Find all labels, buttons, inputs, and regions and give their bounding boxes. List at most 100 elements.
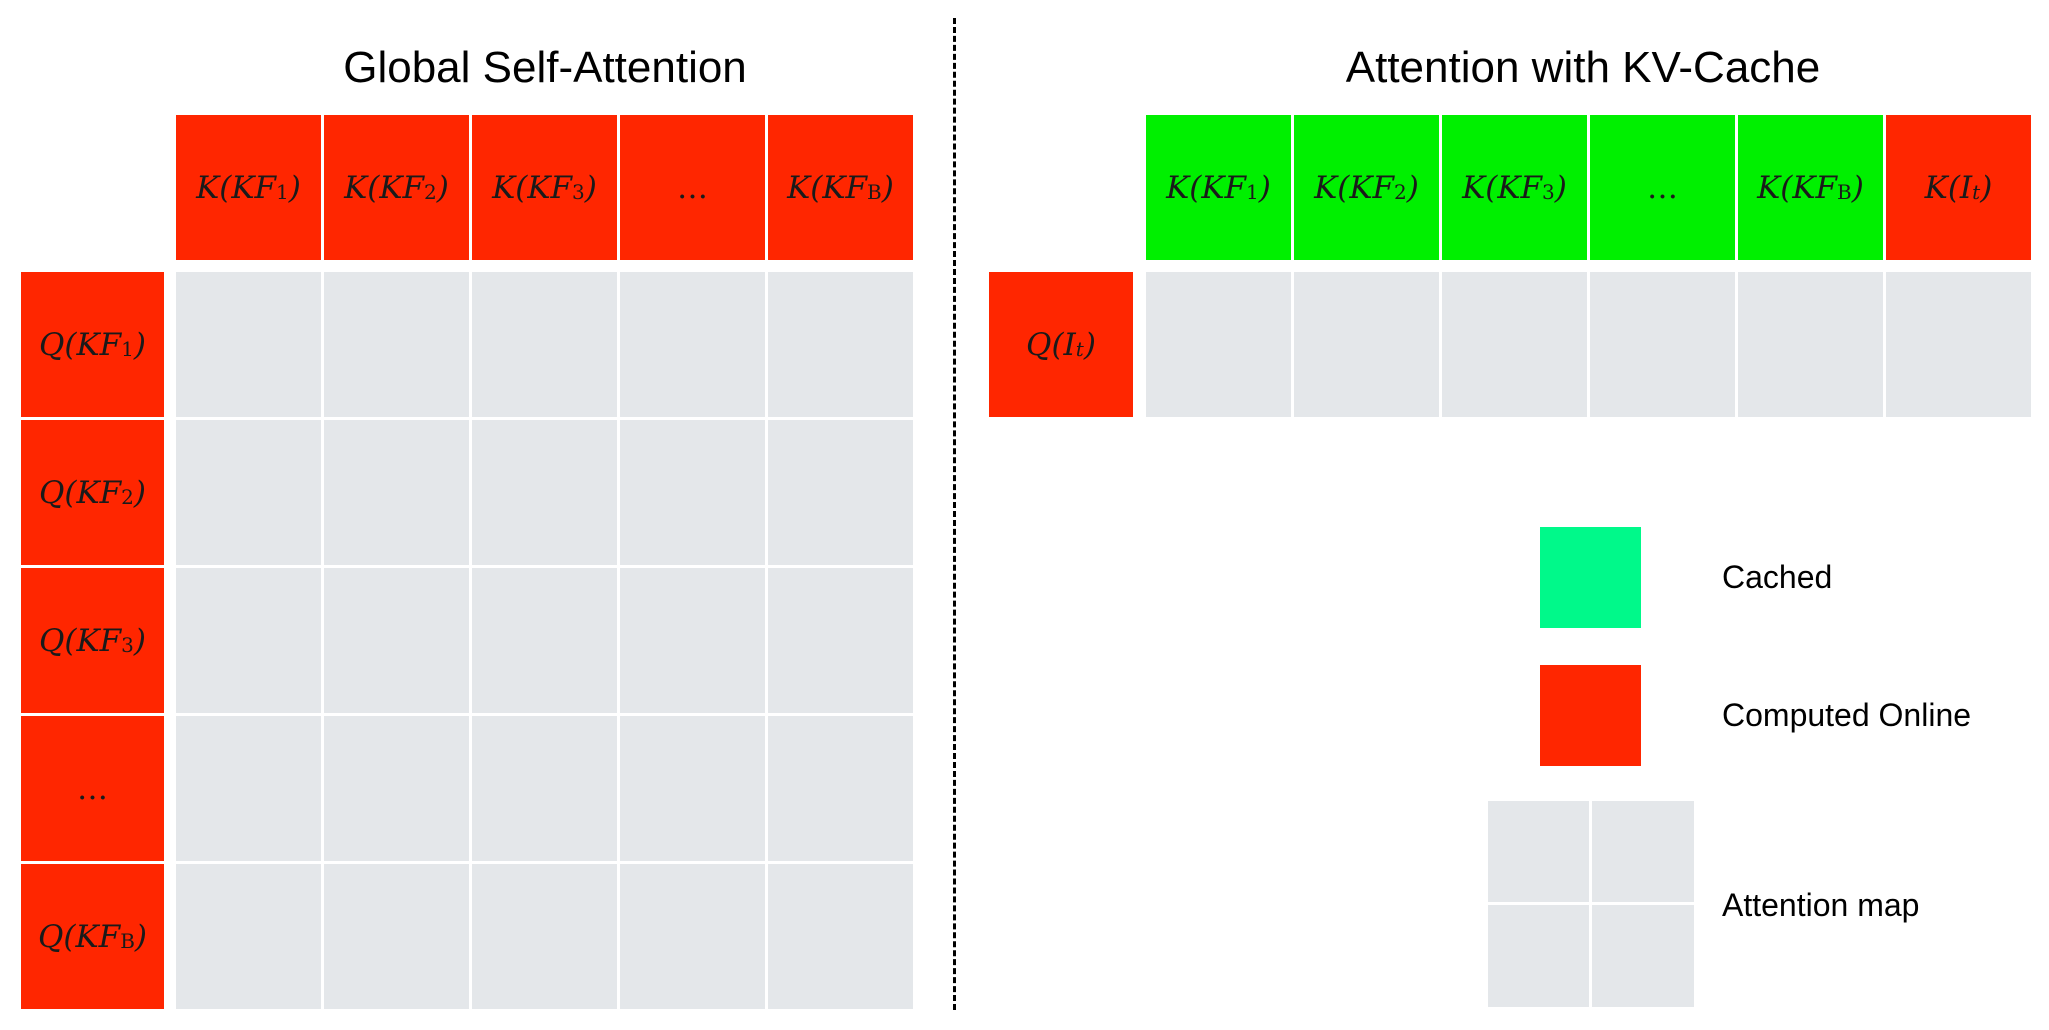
right-key-header: K(I t) <box>1886 115 2031 260</box>
label-suffix: ) <box>134 918 147 955</box>
panel-divider <box>953 18 956 1010</box>
attention-cell <box>324 568 469 713</box>
left-key-header: … <box>620 115 765 260</box>
attention-cell <box>620 716 765 861</box>
attention-cell <box>768 568 913 713</box>
attention-cell <box>1590 272 1735 417</box>
label-subscript: 3 <box>572 179 585 204</box>
right-key-header: K(KF 1) <box>1146 115 1291 260</box>
attention-cell <box>768 864 913 1009</box>
label-subscript: 1 <box>121 336 134 361</box>
label-prefix: K(KF <box>344 169 425 206</box>
attention-cell <box>1738 272 1883 417</box>
right-key-header: K(KF 2) <box>1294 115 1439 260</box>
label-suffix: ) <box>1083 326 1096 363</box>
legend-map-cell <box>1592 801 1694 902</box>
right-key-header: K(KF B) <box>1738 115 1883 260</box>
legend-attention-map-swatch <box>1488 801 1694 1007</box>
label-subscript: 2 <box>424 179 437 204</box>
label-subscript: 1 <box>276 179 289 204</box>
label-prefix: K(I <box>1924 169 1973 206</box>
attention-cell <box>324 272 469 417</box>
label-suffix: ) <box>1258 169 1271 206</box>
label-prefix: Q(KF <box>38 918 121 955</box>
attention-cell <box>472 716 617 861</box>
label-prefix: K(KF <box>1462 169 1543 206</box>
ellipsis-label: … <box>677 169 708 206</box>
label-prefix: Q(KF <box>38 622 122 659</box>
label-prefix: Q(KF <box>38 326 122 363</box>
label-suffix: ) <box>584 169 597 206</box>
attention-cell <box>620 272 765 417</box>
ellipsis-label: … <box>1647 169 1678 206</box>
label-suffix: ) <box>1406 169 1419 206</box>
attention-cell <box>768 272 913 417</box>
attention-cell <box>324 420 469 565</box>
attention-cell <box>472 272 617 417</box>
label-subscript: 3 <box>121 632 134 657</box>
left-key-header: K(KF 1) <box>176 115 321 260</box>
label-subscript: 3 <box>1542 179 1555 204</box>
label-suffix: ) <box>133 326 147 363</box>
left-query-header: Q(KF B) <box>21 864 164 1009</box>
label-subscript: 1 <box>1246 179 1259 204</box>
label-prefix: Q(I <box>1026 326 1076 363</box>
ellipsis-label: … <box>77 770 108 807</box>
right-key-header: K(KF 3) <box>1442 115 1587 260</box>
label-suffix: ) <box>881 169 894 206</box>
left-key-header: K(KF 3) <box>472 115 617 260</box>
label-suffix: ) <box>436 169 449 206</box>
attention-cell <box>1886 272 2031 417</box>
attention-cell <box>176 568 321 713</box>
left-key-header: K(KF 2) <box>324 115 469 260</box>
left-query-header: … <box>21 716 164 861</box>
label-prefix: K(KF <box>492 169 573 206</box>
attention-cell <box>472 420 617 565</box>
attention-cell <box>472 864 617 1009</box>
label-suffix: ) <box>133 474 147 511</box>
left-panel-title: Global Self-Attention <box>343 43 747 92</box>
attention-cell <box>176 716 321 861</box>
attention-cell <box>472 568 617 713</box>
legend-cached-label: Cached <box>1722 559 1833 595</box>
attention-cell <box>620 568 765 713</box>
label-subscript: t <box>1972 179 1981 204</box>
label-subscript: B <box>120 928 135 953</box>
label-prefix: K(KF <box>196 169 277 206</box>
attention-cell <box>1146 272 1291 417</box>
attention-cell <box>324 864 469 1009</box>
right-query-header: Q(I t) <box>989 272 1133 417</box>
legend-attention-map-label: Attention map <box>1722 887 1920 923</box>
legend-online-label: Computed Online <box>1722 697 1972 733</box>
label-suffix: ) <box>1851 169 1864 206</box>
label-prefix: K(KF <box>1757 169 1838 206</box>
label-subscript: 2 <box>121 484 134 509</box>
legend-map-cell <box>1488 801 1589 902</box>
left-query-header: Q(KF 2) <box>21 420 164 565</box>
legend-map-cell <box>1488 905 1589 1007</box>
left-query-header: Q(KF 3) <box>21 568 164 713</box>
label-prefix: K(KF <box>1314 169 1395 206</box>
label-prefix: K(KF <box>787 169 868 206</box>
attention-cell <box>768 716 913 861</box>
attention-cell <box>1294 272 1439 417</box>
label-suffix: ) <box>1980 169 1993 206</box>
left-query-header: Q(KF 1) <box>21 272 164 417</box>
attention-cell <box>620 420 765 565</box>
label-subscript: t <box>1075 336 1084 361</box>
label-prefix: Q(KF <box>38 474 122 511</box>
label-prefix: K(KF <box>1166 169 1247 206</box>
attention-cell <box>176 420 321 565</box>
attention-cell <box>1442 272 1587 417</box>
label-suffix: ) <box>133 622 147 659</box>
label-subscript: 2 <box>1394 179 1407 204</box>
attention-cell <box>768 420 913 565</box>
label-suffix: ) <box>288 169 301 206</box>
legend-map-cell <box>1592 905 1694 1007</box>
legend-online-swatch <box>1540 665 1641 766</box>
attention-cell <box>176 864 321 1009</box>
right-panel-title: Attention with KV-Cache <box>1345 43 1821 92</box>
left-key-header: K(KF B) <box>768 115 913 260</box>
attention-cell <box>324 716 469 861</box>
attention-cell <box>620 864 765 1009</box>
